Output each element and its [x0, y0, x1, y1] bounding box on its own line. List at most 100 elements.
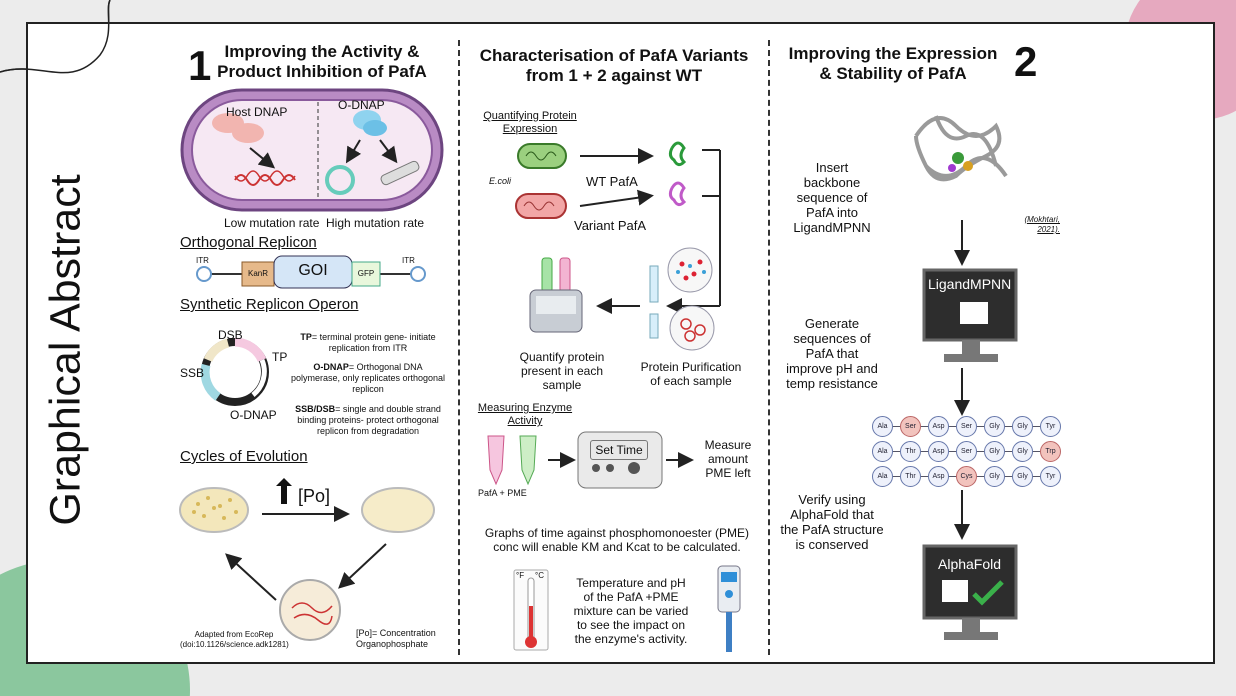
odnap-label: O-DNAP: [338, 98, 385, 112]
amino-acid: Gly: [984, 441, 1005, 462]
replicon-diagram: [196, 255, 426, 289]
vary-note: Temperature and pH of the PafA +PME mixt…: [573, 576, 689, 646]
sequence-row: Ala Thr Asp Cys Gly Gly Tyr: [872, 466, 1061, 487]
expression-heading: Quantifying Protein Expression: [483, 110, 577, 135]
ecorep-credit: Adapted from EcoRep (doi:10.1126/science…: [180, 630, 289, 649]
peptide-bond: [977, 451, 984, 452]
peptide-bond: [1033, 426, 1040, 427]
monitor-alphafold: [922, 544, 1018, 640]
high-rate-label: High mutation rate: [326, 216, 425, 230]
kanr-label: KanR: [247, 269, 268, 278]
peptide-bond: [921, 476, 928, 477]
operon-ssb: SSB: [180, 366, 205, 380]
purify-label: Protein Purification of each sample: [640, 360, 742, 388]
sequence-row: Ala Thr Asp Ser Gly Gly Trp: [872, 441, 1061, 462]
peptide-bond: [949, 426, 956, 427]
operon-dsb: DSB: [218, 328, 243, 342]
amino-acid: Ser: [956, 441, 977, 462]
monitor-ligand: [922, 268, 1018, 362]
host-dnap-label: Host DNAP: [226, 105, 288, 119]
peptide-bond: [1005, 426, 1012, 427]
amino-acid: Gly: [1012, 416, 1033, 437]
peptide-bond: [949, 476, 956, 477]
panel1-number: 1: [188, 42, 212, 89]
peptide-bond: [977, 476, 984, 477]
operon-odnap: O-DNAP: [230, 408, 277, 422]
amino-acid: Tyr: [1040, 466, 1061, 487]
amino-acid: Ala: [872, 441, 893, 462]
set-time-button: Set Time: [590, 440, 648, 460]
panel2-title: Improving the Expression & Stability of …: [788, 44, 998, 83]
ligand-screen-text: LigandMPNN: [928, 276, 1012, 292]
side-title-box: Graphical Abstract: [26, 110, 106, 590]
side-title: Graphical Abstract: [41, 174, 90, 526]
peptide-bond: [1033, 476, 1040, 477]
expression-diagram: [515, 141, 721, 351]
alphafold-screen-text: AlphaFold: [938, 556, 1002, 572]
step2-text: Generate sequences of PafA that improve …: [786, 316, 878, 391]
amino-acid: Gly: [1012, 441, 1033, 462]
operon-tp: TP: [272, 350, 288, 364]
graphs-note: Graphs of time against phosphomonoester …: [484, 526, 750, 554]
amino-acid: Gly: [1012, 466, 1033, 487]
cycles-diagram: [179, 478, 435, 641]
amino-acid: Ala: [872, 416, 893, 437]
amino-acid: Asp: [928, 441, 949, 462]
thermo-c: °C: [535, 571, 544, 580]
amino-acid: Thr: [900, 466, 921, 487]
peptide-bond: [1005, 451, 1012, 452]
peptide-bond: [1005, 476, 1012, 477]
decorative-curve: [0, 0, 111, 74]
operon-heading: Synthetic Replicon Operon: [180, 296, 359, 313]
amino-acid: Thr: [900, 441, 921, 462]
amino-acid: Gly: [984, 466, 1005, 487]
peptide-bond: [893, 476, 900, 477]
step1-text: Insert backbone sequence of PafA into Li…: [793, 160, 871, 235]
step3-text: Verify using AlphaFold that the PafA str…: [780, 492, 884, 552]
peptide-bond: [921, 451, 928, 452]
panel2-number: 2: [1014, 38, 1038, 85]
panel1-title: Improving the Activity & Product Inhibit…: [217, 42, 427, 81]
gfp-label: GFP: [357, 269, 375, 278]
peptide-bond: [893, 451, 900, 452]
ph-probe: [717, 565, 741, 652]
measure-label: Measure amount PME left: [704, 438, 752, 480]
note-ssbdsb: SSB/DSB= single and double strand bindin…: [295, 404, 441, 436]
amino-acid: Ser: [900, 416, 921, 437]
peptide-bond: [893, 426, 900, 427]
cycles-heading: Cycles of Evolution: [180, 448, 308, 465]
divider-right: [768, 40, 770, 655]
wt-label: WT PafA: [586, 174, 638, 189]
variant-label: Variant PafA: [574, 218, 647, 233]
cell-diagram: [180, 88, 444, 212]
peptide-bond: [977, 426, 984, 427]
thermometer: [513, 569, 549, 651]
sequence-row: Ala Ser Asp Ser Gly Gly Tyr: [872, 416, 1061, 437]
goi-label: GOI: [298, 262, 328, 279]
po-definition: [Po]= Concentration Organophosphate: [356, 628, 436, 649]
itr-right: ITR: [402, 256, 415, 265]
protein-structure: [914, 115, 1008, 182]
citation: (Mokhtari, 2021).: [1024, 215, 1060, 234]
pafa-pme-label: PafA + PME: [478, 488, 527, 498]
note-odnap: O-DNAP= Orthogonal DNA polymerase, only …: [290, 362, 446, 394]
thermo-f: °F: [516, 571, 525, 580]
amino-acid: Ser: [956, 416, 977, 437]
enzyme-heading: Measuring Enzyme Activity: [477, 402, 573, 427]
amino-acid: Asp: [928, 466, 949, 487]
peptide-bond: [921, 426, 928, 427]
amino-acid: Ala: [872, 466, 893, 487]
operon-ring: [200, 337, 269, 406]
peptide-bond: [949, 451, 956, 452]
divider-left: [458, 40, 460, 655]
low-rate-label: Low mutation rate: [224, 216, 320, 230]
itr-left: ITR: [196, 256, 209, 265]
peptide-bond: [1033, 451, 1040, 452]
po-label: [Po]: [298, 486, 331, 506]
ecoli-label: E.coli: [489, 176, 512, 186]
amino-acid: Cys: [956, 466, 977, 487]
amino-acid: Tyr: [1040, 416, 1061, 437]
amino-acid: Gly: [984, 416, 1005, 437]
quantify-label: Quantify protein present in each sample: [519, 350, 605, 392]
